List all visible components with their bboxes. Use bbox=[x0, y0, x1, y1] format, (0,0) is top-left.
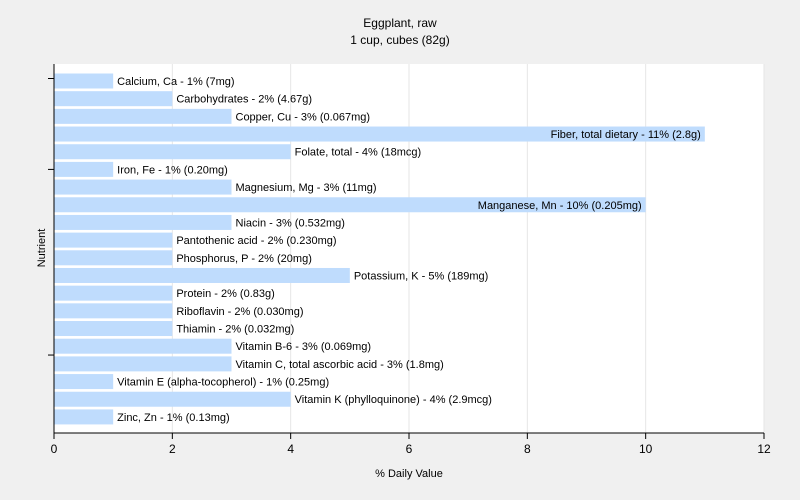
bar-data-label: Pantothenic acid - 2% (0.230mg) bbox=[176, 235, 336, 247]
bar-data-label: Calcium, Ca - 1% (7mg) bbox=[117, 76, 234, 88]
bar bbox=[54, 197, 646, 213]
bar-data-label: Copper, Cu - 3% (0.067mg) bbox=[236, 111, 371, 123]
bar-data-label: Phosphorus, P - 2% (20mg) bbox=[176, 253, 312, 265]
bar bbox=[54, 267, 350, 283]
bar bbox=[54, 391, 291, 407]
bar bbox=[54, 285, 173, 301]
bar-data-label: Vitamin B-6 - 3% (0.069mg) bbox=[236, 341, 372, 353]
x-tick-label: 2 bbox=[169, 442, 176, 456]
bar bbox=[54, 144, 291, 160]
bar bbox=[54, 250, 173, 266]
bar-data-label: Vitamin C, total ascorbic acid - 3% (1.8… bbox=[236, 359, 444, 371]
bar-data-label: Protein - 2% (0.83g) bbox=[176, 288, 274, 300]
x-tick-label: 4 bbox=[287, 442, 294, 456]
bar bbox=[54, 303, 173, 319]
bar bbox=[54, 126, 705, 142]
x-tick-label: 12 bbox=[757, 442, 771, 456]
bar-data-label: Carbohydrates - 2% (4.67g) bbox=[176, 94, 312, 106]
x-tick-label: 10 bbox=[639, 442, 653, 456]
bar bbox=[54, 91, 173, 107]
bar bbox=[54, 232, 173, 248]
bar bbox=[54, 338, 232, 354]
bar-data-label: Riboflavin - 2% (0.030mg) bbox=[176, 306, 303, 318]
bar bbox=[54, 374, 114, 390]
bar-data-label: Vitamin E (alpha-tocopherol) - 1% (0.25m… bbox=[117, 377, 329, 389]
x-axis-ticks: 0 2 4 6 8 10 12 bbox=[51, 433, 771, 456]
bar-data-label: Zinc, Zn - 1% (0.13mg) bbox=[117, 412, 229, 424]
bar-data-label: Niacin - 3% (0.532mg) bbox=[236, 217, 345, 229]
bar bbox=[54, 409, 114, 425]
bar-data-label: Vitamin K (phylloquinone) - 4% (2.9mcg) bbox=[295, 394, 492, 406]
bar-data-label: Thiamin - 2% (0.032mg) bbox=[176, 324, 294, 336]
bar-data-label: Manganese, Mn - 10% (0.205mg) bbox=[478, 200, 642, 212]
bar-data-label: Iron, Fe - 1% (0.20mg) bbox=[117, 164, 228, 176]
x-tick-label: 8 bbox=[524, 442, 531, 456]
bar bbox=[54, 214, 232, 230]
x-tick-label: 6 bbox=[406, 442, 413, 456]
chart-subtitle: 1 cup, cubes (82g) bbox=[350, 33, 449, 47]
bar bbox=[54, 321, 173, 337]
bar bbox=[54, 108, 232, 124]
y-axis-ticks bbox=[48, 78, 54, 356]
bar-data-label: Magnesium, Mg - 3% (11mg) bbox=[236, 182, 377, 194]
bar-data-label: Potassium, K - 5% (189mg) bbox=[354, 270, 489, 282]
bar-data-label: Folate, total - 4% (18mcg) bbox=[295, 147, 422, 159]
grid-lines bbox=[171, 64, 765, 433]
bar-labels: Calcium, Ca - 1% (7mg) Carbohydrates - 2%… bbox=[117, 76, 701, 424]
bar-data-label: Fiber, total dietary - 11% (2.8g) bbox=[551, 129, 701, 141]
bar bbox=[54, 179, 232, 195]
chart-title: Eggplant, raw bbox=[363, 16, 437, 30]
bars bbox=[54, 73, 705, 425]
bar bbox=[54, 356, 232, 372]
bar bbox=[54, 73, 114, 89]
bar bbox=[54, 161, 114, 177]
x-tick-label: 0 bbox=[51, 442, 58, 456]
y-axis-label: Nutrient bbox=[36, 229, 48, 268]
x-axis-label: % Daily Value bbox=[375, 468, 443, 480]
